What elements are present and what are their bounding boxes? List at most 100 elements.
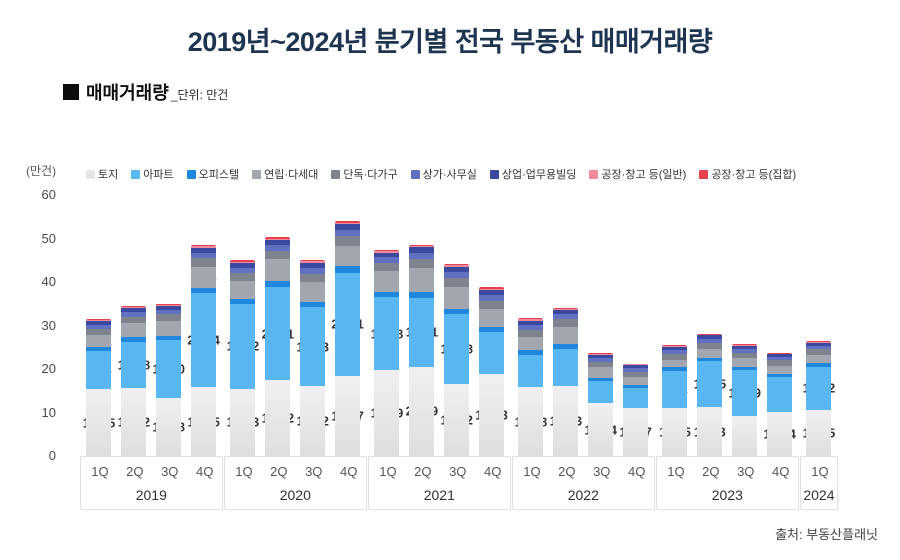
segment-아파트 — [374, 297, 400, 370]
segment-오피스텔 — [191, 287, 217, 294]
segment-단독·다가구 — [518, 329, 544, 338]
segment-아파트 — [121, 341, 147, 389]
segment-오피스텔 — [409, 292, 435, 299]
segment-토지 — [732, 415, 758, 456]
segment-상업·업무용빌딩 — [300, 262, 326, 268]
y-tick-60: 60 — [41, 187, 56, 202]
segment-상가·사무실 — [662, 350, 688, 354]
segment-연립·다세대 — [121, 323, 147, 338]
bar-2023-2Q — [697, 333, 723, 456]
segment-상가·사무실 — [156, 310, 182, 315]
segment-연립·다세대 — [444, 287, 470, 309]
legend-item-7: 공장·창고 등(일반) — [589, 166, 686, 182]
legend-swatch-icon — [131, 169, 141, 179]
legend-item-3: 연립·다세대 — [252, 166, 318, 182]
segment-상가·사무실 — [86, 324, 112, 329]
segment-단독·다가구 — [806, 349, 832, 355]
quarter-label-2023-1Q: 1Q — [667, 464, 685, 479]
segment-연립·다세대 — [300, 282, 326, 302]
segment-공장·창고 등(일반) — [767, 353, 793, 355]
segment-상가·사무실 — [697, 338, 723, 343]
legend-swatch-icon — [186, 169, 196, 179]
segment-단독·다가구 — [732, 352, 758, 359]
segment-공장·창고 등(집합) — [300, 260, 326, 262]
segment-상가·사무실 — [767, 357, 793, 361]
quarter-label-2021-2Q: 2Q — [414, 464, 432, 479]
segment-연립·다세대 — [806, 354, 832, 364]
year-label-2021: 2021 — [423, 487, 455, 503]
y-axis-unit-label: (만건) — [26, 164, 57, 178]
segment-공장·창고 등(일반) — [623, 364, 649, 366]
segment-단독·다가구 — [479, 300, 505, 310]
segment-오피스텔 — [662, 367, 688, 371]
legend-item-1: 아파트 — [131, 166, 174, 182]
segment-연립·다세대 — [553, 326, 579, 345]
segment-토지 — [265, 380, 291, 456]
segment-토지 — [697, 407, 723, 456]
bar-2020-4Q — [335, 221, 361, 456]
y-tick-10: 10 — [41, 404, 56, 420]
legend-label: 상가·사무실 — [422, 169, 477, 181]
bar-2022-3Q — [588, 353, 614, 456]
segment-공장·창고 등(집합) — [374, 249, 400, 252]
segment-오피스텔 — [86, 347, 112, 352]
segment-공장·창고 등(집합) — [335, 221, 361, 223]
segment-상가·사무실 — [191, 252, 217, 259]
segment-공장·창고 등(집합) — [121, 305, 147, 307]
quarter-label-2019-2Q: 2Q — [126, 464, 144, 479]
segment-연립·다세대 — [335, 245, 361, 267]
segment-상업·업무용빌딩 — [444, 266, 470, 273]
segment-상업·업무용빌딩 — [265, 239, 291, 246]
segment-연립·다세대 — [588, 367, 614, 378]
segment-상업·업무용빌딩 — [86, 321, 112, 325]
segment-오피스텔 — [732, 366, 758, 370]
segment-아파트 — [479, 332, 505, 374]
y-tick-50: 50 — [41, 230, 56, 246]
segment-단독·다가구 — [623, 371, 649, 377]
segment-상가·사무실 — [518, 324, 544, 330]
segment-오피스텔 — [479, 326, 505, 333]
segment-상업·업무용빌딩 — [806, 342, 832, 346]
segment-상업·업무용빌딩 — [662, 346, 688, 351]
segment-단독·다가구 — [300, 273, 326, 283]
page-title: 2019년~2024년 분기별 전국 부동산 매매거래량 — [187, 27, 713, 57]
segment-상업·업무용빌딩 — [230, 262, 256, 268]
segment-공장·창고 등(일반) — [374, 251, 400, 253]
quarter-label-2020-3Q: 3Q — [305, 464, 323, 479]
legend-swatch-icon — [489, 169, 499, 179]
segment-공장·창고 등(집합) — [444, 263, 470, 266]
quarter-label-2022-1Q: 1Q — [523, 464, 541, 479]
x-axis-group-2019: 1Q 2Q 3Q 4Q 2019 — [79, 456, 224, 510]
segment-아파트 — [518, 355, 544, 388]
segment-상업·업무용빌딩 — [374, 252, 400, 258]
segment-오피스텔 — [265, 281, 291, 288]
segment-연립·다세대 — [697, 348, 723, 358]
quarter-label-2022-2Q: 2Q — [558, 464, 576, 479]
bar-2019-2Q — [121, 305, 147, 456]
bar-2019-4Q — [191, 244, 217, 456]
segment-오피스텔 — [767, 373, 793, 377]
segment-아파트 — [265, 287, 291, 381]
segment-오피스텔 — [335, 266, 361, 273]
quarter-label-2021-1Q: 1Q — [379, 464, 397, 479]
black-square-icon — [63, 84, 79, 100]
segment-상업·업무용빌딩 — [335, 224, 361, 230]
segment-아파트 — [409, 298, 435, 367]
segment-상업·업무용빌딩 — [409, 247, 435, 253]
segment-공장·창고 등(일반) — [444, 265, 470, 267]
segment-토지 — [86, 389, 112, 456]
segment-연립·다세대 — [156, 320, 182, 336]
segment-공장·창고 등(집합) — [806, 340, 832, 342]
legend-item-0: 토지 — [86, 166, 118, 182]
bar-2023-4Q — [767, 352, 793, 456]
segment-단독·다가구 — [697, 342, 723, 349]
quarter-label-2019-1Q: 1Q — [91, 464, 109, 479]
segment-토지 — [588, 403, 614, 456]
segment-상가·사무실 — [588, 358, 614, 362]
segment-오피스텔 — [553, 344, 579, 349]
segment-상업·업무용빌딩 — [588, 355, 614, 359]
segment-공장·창고 등(집합) — [732, 344, 758, 345]
year-label-2024: 2024 — [803, 487, 835, 503]
legend-item-2: 오피스텔 — [186, 166, 239, 182]
bar-2023-1Q — [662, 345, 688, 456]
